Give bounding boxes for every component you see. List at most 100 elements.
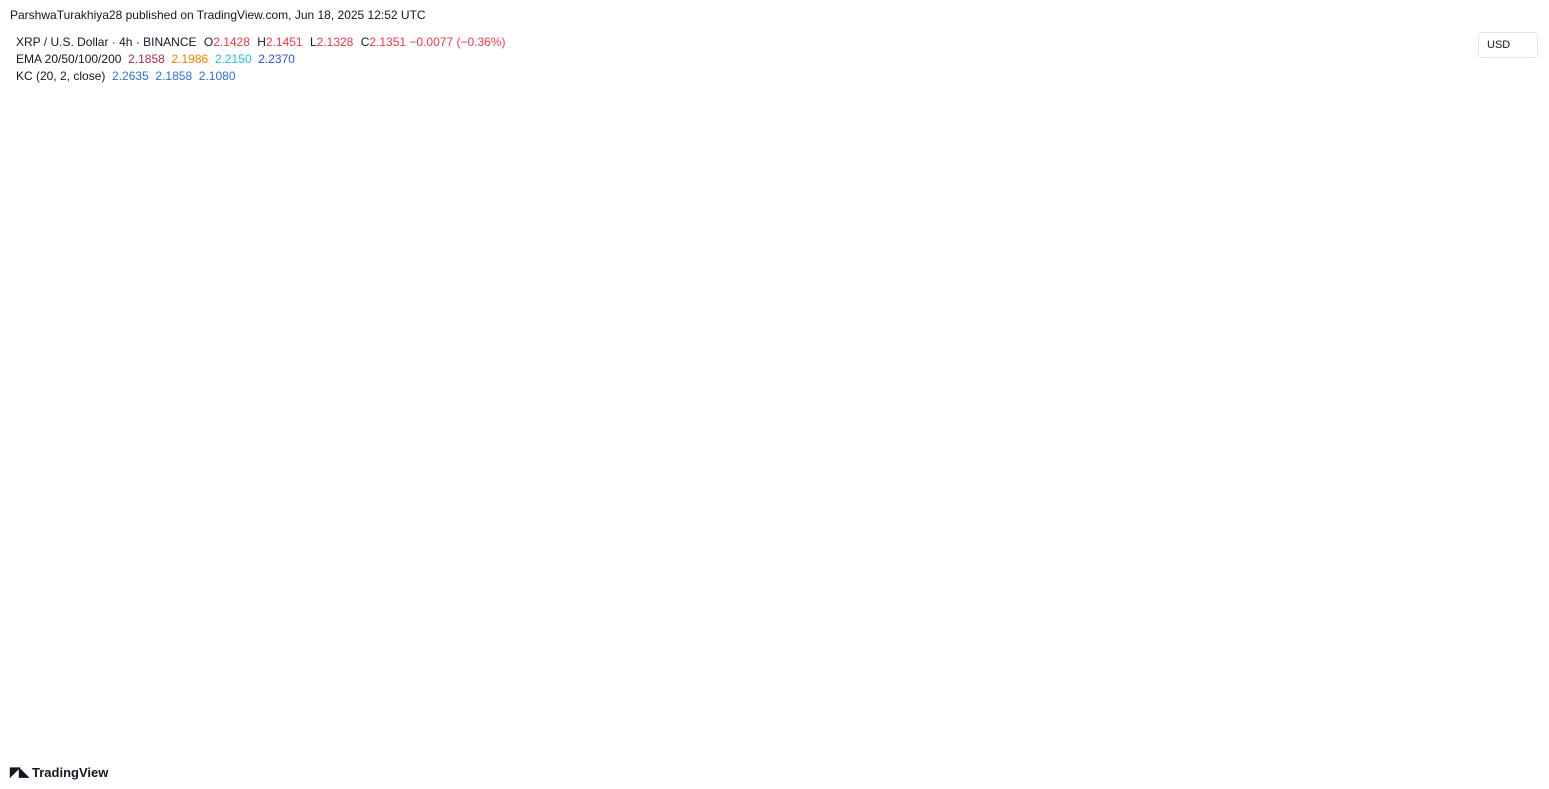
candle-body xyxy=(862,552,867,582)
tradingview-footer[interactable]: ◤◣ TradingView xyxy=(10,764,108,780)
candle-body xyxy=(318,318,322,348)
candle-body xyxy=(1319,502,1324,530)
candle-body xyxy=(857,578,862,582)
candle-body xyxy=(1247,591,1252,593)
candle-body xyxy=(215,203,220,247)
candle-body xyxy=(1037,522,1041,543)
candle-body xyxy=(1114,435,1119,458)
candle-body xyxy=(256,144,261,169)
candle-body xyxy=(1191,585,1196,602)
ema20-line xyxy=(11,240,1374,595)
candle-body xyxy=(698,469,703,486)
candle-body xyxy=(744,541,749,550)
candle-body xyxy=(1155,483,1160,495)
candle-body xyxy=(575,403,579,434)
ema20-value: 2.1858 xyxy=(128,52,165,66)
candle-body xyxy=(421,402,425,419)
kc-row[interactable]: KC (20, 2, close) 2.2635 2.1858 2.1080 xyxy=(16,68,505,85)
candle-body xyxy=(950,541,954,581)
candle-body xyxy=(636,392,641,404)
candle-body xyxy=(1227,584,1232,605)
candle-body xyxy=(806,539,810,575)
candle-body xyxy=(1027,547,1031,558)
candle-body xyxy=(349,372,353,397)
time-tick-label: 7 xyxy=(40,733,47,747)
candle-body xyxy=(657,418,661,454)
candle-body xyxy=(328,319,333,336)
currency-button[interactable]: USD xyxy=(1478,32,1538,58)
candle-body xyxy=(231,196,235,202)
candle-body xyxy=(749,548,754,550)
candle-body xyxy=(1294,435,1298,467)
candle-body xyxy=(564,401,569,419)
candle-body xyxy=(693,451,697,470)
change-value: −0.0077 (−0.36%) xyxy=(409,35,506,49)
price-tick-label: 2.6000 xyxy=(1500,150,1534,162)
candle-body xyxy=(903,482,908,492)
price-tick-label: 2.0500 xyxy=(1500,674,1534,686)
candle-body xyxy=(600,419,605,434)
ema50-line xyxy=(11,335,1374,566)
candle-body xyxy=(1196,585,1201,594)
candle-body xyxy=(621,434,625,449)
time-tick-label: 5 xyxy=(934,733,941,747)
candle-body xyxy=(934,511,939,524)
price-badge-label: 2.1858 xyxy=(1482,579,1516,591)
symbol-label[interactable]: XRP / U.S. Dollar · 4h · BINANCE xyxy=(16,35,197,49)
candle-body xyxy=(590,390,595,405)
candle-body xyxy=(441,360,446,368)
candle-body xyxy=(544,308,548,336)
candle-body xyxy=(1124,438,1129,443)
candle-body xyxy=(102,431,107,451)
ema-row[interactable]: EMA 20/50/100/200 2.1858 2.1986 2.2150 2… xyxy=(16,51,505,68)
candle-body xyxy=(225,201,230,216)
candle-body xyxy=(76,544,81,577)
price-badge-label: 2.1080 xyxy=(1482,619,1516,631)
time-tick-label: 17 xyxy=(345,733,359,747)
price-badge xyxy=(1475,514,1523,531)
candle-body xyxy=(986,559,990,574)
candle-body xyxy=(831,554,836,561)
candle-body xyxy=(385,337,389,343)
kc-basis-value: 2.1858 xyxy=(155,69,193,83)
candle-body xyxy=(1242,578,1247,593)
price-tick-label: 2.1500 xyxy=(1500,579,1534,591)
candle-body xyxy=(410,391,415,433)
candle-body xyxy=(1150,468,1154,484)
candle-body xyxy=(867,543,872,553)
candle-body xyxy=(554,357,559,397)
time-tick-label: 21 xyxy=(468,733,482,747)
tradingview-label: TradingView xyxy=(32,764,109,780)
candle-body xyxy=(359,386,364,400)
kc-lower-value: 2.1080 xyxy=(198,69,236,83)
candle-body xyxy=(467,403,471,417)
candle-body xyxy=(174,363,179,368)
candle-body xyxy=(1222,600,1226,605)
time-tick-label: 11 xyxy=(1116,733,1129,747)
candle-body xyxy=(1299,435,1303,479)
candle-body xyxy=(46,588,50,590)
candle-body xyxy=(770,603,774,611)
candle-body xyxy=(873,524,877,544)
candle-body xyxy=(816,569,821,576)
candle-body xyxy=(1073,445,1077,493)
candle-body xyxy=(159,310,163,344)
price-axis: 2.70002.65002.60002.55002.50002.45002.40… xyxy=(1500,55,1534,686)
candle-body xyxy=(826,560,831,584)
candle-body xyxy=(451,362,456,386)
candle-body xyxy=(1068,489,1072,493)
candle-body xyxy=(436,331,441,361)
candle-body xyxy=(261,132,266,145)
time-tick-label: 23 xyxy=(530,733,544,747)
candle-body xyxy=(292,282,297,299)
candle-body xyxy=(30,565,35,583)
candle-body xyxy=(492,379,497,389)
close-value: 2.1351 xyxy=(369,35,407,49)
kc-label: KC (20, 2, close) xyxy=(16,69,106,83)
candle-body xyxy=(760,579,764,581)
candle-body xyxy=(847,554,851,574)
candle-body xyxy=(1278,533,1283,554)
candle-body xyxy=(631,394,636,404)
